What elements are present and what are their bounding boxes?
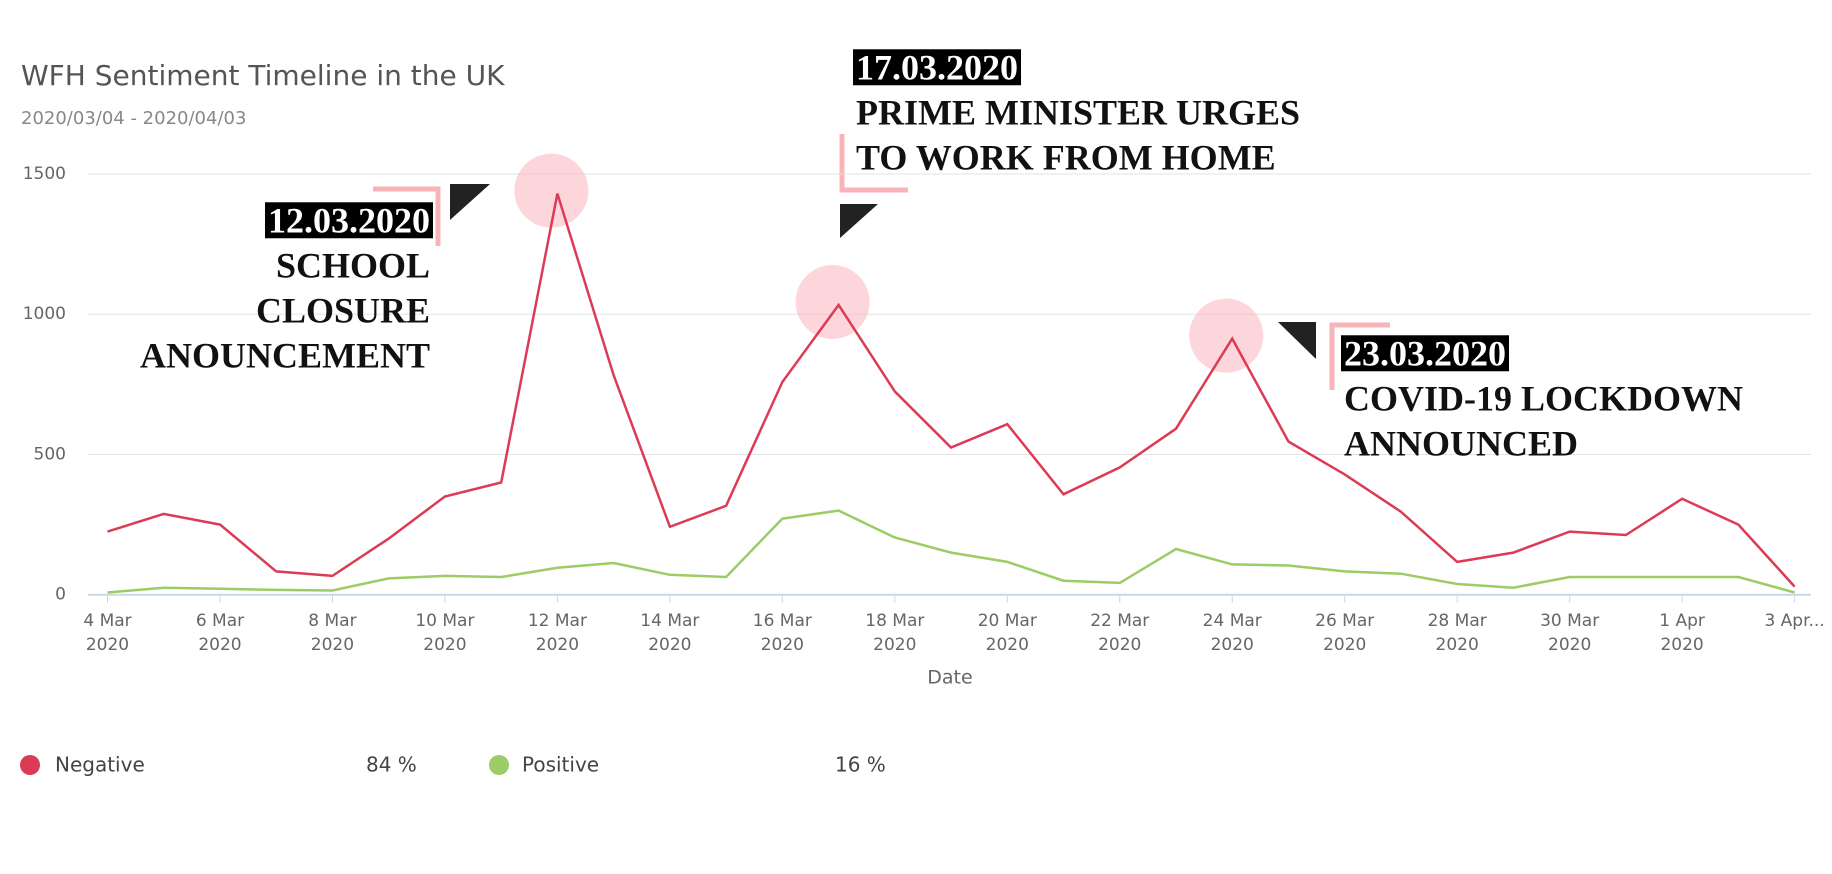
x-tick-label: 3 Apr...	[1764, 610, 1825, 631]
x-tick-label: 26 Mar 2020	[1315, 610, 1375, 655]
legend-marker	[489, 755, 509, 775]
decoration	[373, 134, 1390, 390]
x-tick-label: 6 Mar 2020	[195, 610, 245, 655]
legend-label: Negative	[55, 753, 145, 777]
y-tick-label: 1500	[23, 164, 66, 184]
annotation-date: 12.03.2020	[268, 200, 430, 240]
date-box	[265, 202, 433, 239]
date-box	[1341, 335, 1509, 372]
x-tick-label: 20 Mar 2020	[977, 610, 1037, 655]
series-line	[107, 509, 1795, 594]
annotation-text: CLOSURE	[256, 290, 430, 330]
triangle	[450, 184, 490, 220]
x-tick-label: 1 Apr 2020	[1659, 610, 1705, 655]
bracket	[373, 186, 441, 246]
highlight	[514, 153, 589, 228]
chart-subtitle: 2020/03/04 - 2020/04/03	[21, 108, 246, 129]
annotation-text: SCHOOL	[276, 245, 430, 285]
annotation-text: ANNOUNCED	[1344, 423, 1578, 463]
x-tick-label: 10 Mar 2020	[415, 610, 475, 655]
legend-label: Positive	[522, 753, 599, 777]
y-tick-label: 1000	[23, 304, 66, 324]
bracket	[1329, 322, 1390, 390]
x-tick-label: 18 Mar 2020	[865, 610, 925, 655]
legend-marker	[20, 755, 40, 775]
annotation-text: PRIME MINISTER URGES	[856, 92, 1300, 132]
triangle	[840, 204, 878, 238]
grid	[88, 173, 1811, 455]
x-tick-label: 8 Mar 2020	[308, 610, 357, 655]
y-tick-label: 500	[34, 444, 66, 464]
highlight	[1189, 298, 1264, 373]
date-box	[853, 49, 1021, 86]
x-tick-label: 14 Mar 2020	[640, 610, 700, 655]
y-tick-label: 0	[55, 585, 66, 605]
annotation-date: 23.03.2020	[1344, 333, 1506, 373]
annotation-date: 17.03.2020	[856, 47, 1018, 87]
triangle	[1278, 322, 1316, 359]
series-line	[107, 193, 1796, 588]
legend-share: 16 %	[835, 753, 886, 777]
annotation-text: COVID-19 LOCKDOWN	[1344, 378, 1743, 418]
legend-share: 84 %	[366, 753, 417, 777]
chart-title: WFH Sentiment Timeline in the UK	[21, 59, 505, 92]
x-axis-label: Date	[927, 667, 972, 689]
bracket	[839, 134, 908, 193]
decoration	[450, 184, 1316, 359]
x-tick-label: 16 Mar 2020	[752, 610, 812, 655]
x-tick-label: 4 Mar 2020	[83, 610, 132, 655]
annotation-text: TO WORK FROM HOME	[856, 137, 1276, 177]
x-tick-label: 24 Mar 2020	[1202, 610, 1262, 655]
x-tick-label: 28 Mar 2020	[1427, 610, 1487, 655]
annotation-text: ANOUNCEMENT	[140, 335, 430, 375]
x-tick-label: 30 Mar 2020	[1540, 610, 1600, 655]
x-tick-label: 12 Mar 2020	[527, 610, 587, 655]
highlight	[795, 264, 870, 339]
x-tick-label: 22 Mar 2020	[1090, 610, 1150, 655]
